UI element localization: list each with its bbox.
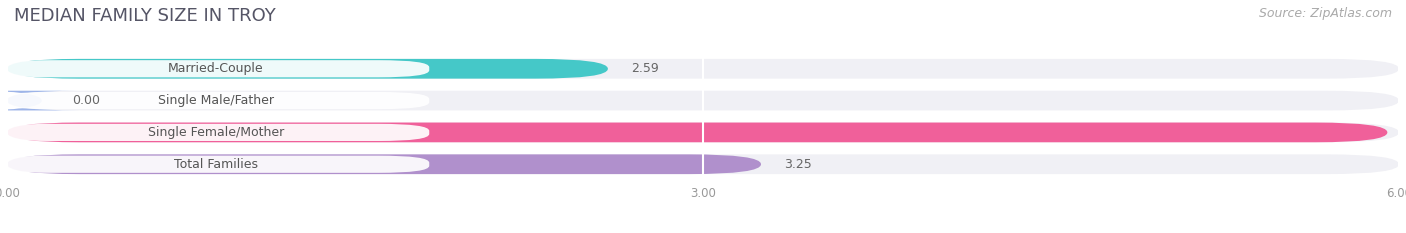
Text: Single Female/Mother: Single Female/Mother: [148, 126, 284, 139]
Text: Total Families: Total Families: [174, 158, 257, 171]
FancyBboxPatch shape: [7, 154, 1399, 174]
Text: 0.00: 0.00: [72, 94, 100, 107]
Text: 2.59: 2.59: [631, 62, 659, 75]
FancyBboxPatch shape: [7, 91, 1399, 110]
FancyBboxPatch shape: [0, 91, 79, 110]
FancyBboxPatch shape: [7, 123, 1388, 142]
Text: Single Male/Father: Single Male/Father: [157, 94, 274, 107]
FancyBboxPatch shape: [7, 154, 761, 174]
FancyBboxPatch shape: [0, 60, 429, 77]
Text: Source: ZipAtlas.com: Source: ZipAtlas.com: [1258, 7, 1392, 20]
FancyBboxPatch shape: [0, 92, 429, 109]
Text: Married-Couple: Married-Couple: [167, 62, 264, 75]
FancyBboxPatch shape: [7, 59, 1399, 79]
FancyBboxPatch shape: [0, 156, 429, 173]
FancyBboxPatch shape: [0, 124, 429, 141]
FancyBboxPatch shape: [7, 59, 607, 79]
Text: 3.25: 3.25: [785, 158, 811, 171]
Text: MEDIAN FAMILY SIZE IN TROY: MEDIAN FAMILY SIZE IN TROY: [14, 7, 276, 25]
FancyBboxPatch shape: [7, 123, 1399, 142]
